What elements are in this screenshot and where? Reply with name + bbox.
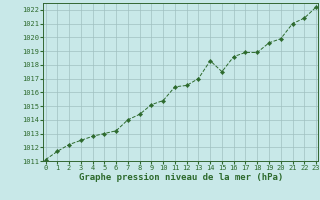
X-axis label: Graphe pression niveau de la mer (hPa): Graphe pression niveau de la mer (hPa) xyxy=(79,173,283,182)
